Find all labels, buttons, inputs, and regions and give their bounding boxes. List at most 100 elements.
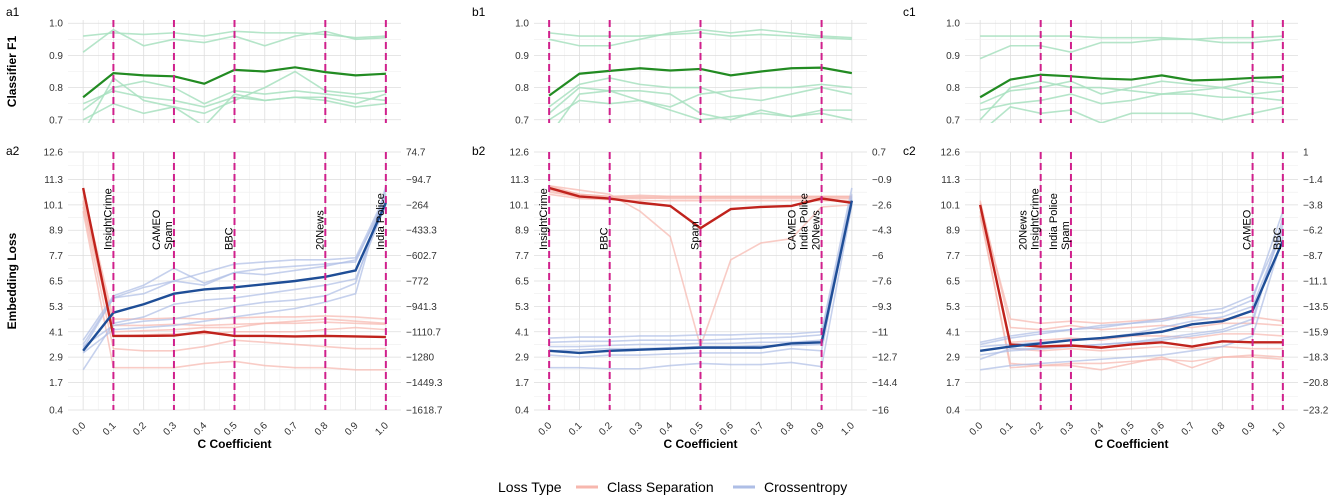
loss-tick-label-left: 0.4 [946,406,960,417]
x-tick-label: 0.0 [968,420,986,438]
x-tick-label: 1.0 [1270,420,1288,438]
vline-label: CAMEO [1242,209,1254,250]
f1-dataset-line [980,35,1283,41]
loss-tick-label-left: 12.6 [44,148,64,159]
vline-label: Spam [163,221,175,250]
crossentropy-dataset-line [82,185,387,354]
loss-tick-label-left: 7.7 [515,251,529,262]
chart-panels: a1 a2 0.7 0.8 0.9 1.0 Classifier F1 0.4 −1618.7 1… [5,5,1329,451]
f1-tick-label: 0.7 [946,115,960,126]
x-tick-label: 0.5 [688,420,706,438]
x-tick-label: 0.9 [343,420,361,438]
crossentropy-mean-line [979,240,1284,352]
loss-tick-label-left: 2.9 [946,353,960,364]
vline-label: BBC [599,227,611,250]
panel-c-top-label: c1 [903,5,916,19]
class-separation-mean-line [548,186,853,230]
crossentropy-dataset-line [979,217,1284,361]
x-tick-label: 0.9 [1240,420,1258,438]
f1-tick-label: 0.8 [49,83,63,94]
loss-tick-label-left: 8.9 [946,226,960,237]
loss-tick-label-left: 1.7 [946,378,960,389]
loss-tick-label-right: −0.9 [872,175,892,186]
f1-dataset-line [82,93,387,123]
loss-tick-label-left: 11.3 [941,175,960,186]
loss-tick-label-right: −11 [872,327,889,338]
loss-tick-label-right: −772 [406,277,429,288]
vline-label: CAMEO [787,209,799,250]
loss-tick-label-left: 10.1 [510,200,530,211]
x-tick-label: 0.1 [101,420,119,438]
f1-plot: 0.7 0.8 0.9 1.0 [49,19,401,126]
crossentropy-mean-line [549,200,854,355]
x-tick-label: 0.7 [1180,420,1198,438]
loss-tick-label-right: −18.3 [1303,353,1329,364]
legend: Loss Type Class Separation Crossentropy [498,479,847,495]
x-axis-title: C Coefficient [1094,437,1168,451]
vline-label: India Police [799,193,811,250]
loss-tick-label-right: −9.3 [872,302,892,313]
f1-tick-label: 0.7 [49,115,63,126]
x-tick-label: 0.6 [718,420,736,438]
panel-b-top-label: b1 [472,5,486,19]
vline-label: Spam [1060,221,1072,250]
f1-tick-label: 0.9 [49,51,63,62]
f1-mean-line [979,73,1283,99]
loss-tick-label-right: −11.1 [1303,277,1328,288]
f1-tick-label: 1.0 [946,19,960,30]
loss-tick-label-left: 5.3 [49,302,63,313]
loss-tick-label-right: −23.2 [1303,406,1329,417]
loss-tick-label-left: 8.9 [515,226,529,237]
loss-tick-label-right: −602.7 [406,251,437,262]
x-tick-label: 0.6 [252,420,270,438]
loss-tick-label-right: −1449.3 [406,378,443,389]
f1-y-axis-title: Classifier F1 [5,35,19,107]
crossentropy-dataset-line [980,236,1284,371]
vline-label: 20News [314,210,326,250]
loss-tick-label-left: 6.5 [515,277,529,288]
class-separation-dataset-line [979,200,1283,331]
loss-tick-label-right: −94.7 [406,175,432,186]
x-tick-label: 0.1 [567,420,585,438]
x-tick-label: 0.2 [597,420,615,438]
f1-tick-label: 1.0 [515,19,529,30]
loss-tick-label-right: −14.4 [872,378,898,389]
x-tick-label: 0.5 [222,420,240,438]
class-separation-mean-line [978,204,1283,349]
loss-tick-label-left: 12.6 [941,148,961,159]
loss-tick-label-right: −8.7 [1303,251,1323,262]
f1-plot: 0.7 0.8 0.9 1.0 [515,19,867,126]
x-tick-label: 1.0 [839,420,857,438]
x-tick-label: 0.4 [1089,420,1107,438]
loss-tick-label-left: 0.4 [515,406,529,417]
vline-label: BBC [224,227,236,250]
x-tick-label: 0.9 [809,420,827,438]
loss-tick-label-left: 7.7 [49,251,63,262]
x-tick-label: 0.5 [1119,420,1137,438]
loss-tick-label-left: 1.7 [49,378,63,389]
loss-tick-label-left: 6.5 [49,277,63,288]
f1-dataset-line [979,38,1283,60]
x-tick-label: 0.4 [658,420,676,438]
crossentropy-dataset-line [979,227,1284,344]
f1-tick-label: 0.7 [515,115,529,126]
loss-tick-label-right: −1618.7 [406,406,443,417]
f1-tick-label: 0.8 [515,83,529,94]
panel-c-bottom-label: c2 [903,144,916,158]
loss-tick-label-right: −6 [872,251,884,262]
loss-tick-label-left: 11.3 [510,175,529,186]
vline-label: 20News [1018,210,1030,250]
f1-dataset-line [979,80,1283,105]
loss-tick-label-left: 2.9 [515,353,529,364]
loss-tick-label-left: 4.1 [49,327,63,338]
loss-tick-label-left: 5.3 [946,302,960,313]
loss-tick-label-left: 7.7 [946,251,960,262]
loss-plot: 0.4 −16 1.7 −14.4 2.9 −12.7 4.1 −11 5.3 −9.3 6.5 −7… [510,148,898,452]
loss-tick-label-left: 12.6 [510,148,530,159]
loss-tick-label-left: 11.3 [44,175,63,186]
vline-label: InsightCrime [1030,188,1042,250]
class-separation-mean-line [81,187,386,339]
loss-tick-label-right: −1110.7 [406,327,441,338]
panel-a-bottom-label: a2 [6,144,20,158]
